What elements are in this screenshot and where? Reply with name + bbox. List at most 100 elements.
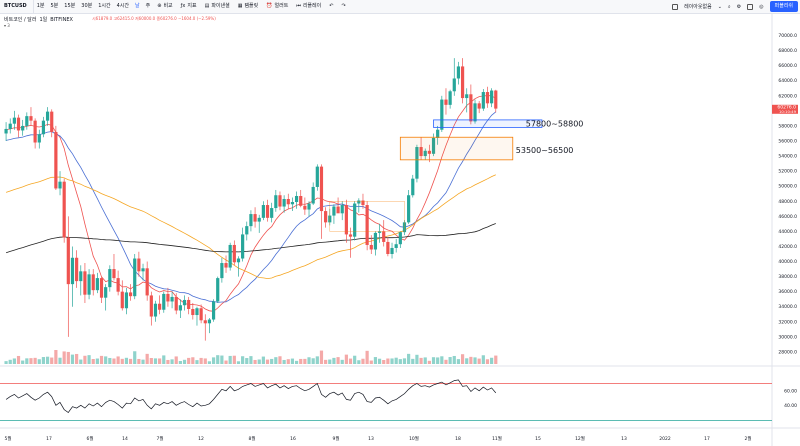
volume-bar xyxy=(75,353,79,364)
timeframe-4h[interactable]: 4시간 xyxy=(116,3,130,9)
volume-bar xyxy=(199,357,203,364)
volume-bar xyxy=(33,357,37,364)
timeframe-1m[interactable]: 1분 xyxy=(36,3,45,9)
volume-bar xyxy=(207,361,212,364)
compare-button[interactable]: ⊕ 비교 xyxy=(153,0,176,13)
y-tick-label: 54000.0 xyxy=(778,154,797,160)
volume-bar xyxy=(37,359,41,364)
volume-bar xyxy=(66,351,70,364)
volume-bar xyxy=(8,359,12,364)
x-tick-label: 7월 xyxy=(156,435,163,442)
candle-body xyxy=(62,181,66,238)
volume-bar xyxy=(174,356,178,364)
y-tick-label: 66000.0 xyxy=(778,63,797,69)
candle-body xyxy=(8,123,12,129)
candle-body xyxy=(16,117,21,131)
volume-bar xyxy=(286,359,290,364)
candle-body xyxy=(207,319,212,324)
candle-body xyxy=(178,305,182,311)
alert-button[interactable]: ⏰ 얼러트 xyxy=(262,0,292,13)
chevron-down-icon[interactable]: ⌄ xyxy=(717,3,722,10)
volume-bar xyxy=(41,357,46,364)
candle-body xyxy=(41,120,46,135)
candle-body xyxy=(369,244,373,250)
volume-bar xyxy=(477,358,481,364)
fullscreen-icon[interactable] xyxy=(747,3,754,10)
x-tick-label: 17 xyxy=(46,436,52,442)
candle-body xyxy=(494,90,498,109)
y-tick-label: 48000.0 xyxy=(778,199,797,205)
volume-bar xyxy=(220,355,224,364)
candle-body xyxy=(174,296,178,311)
candle-body xyxy=(427,150,431,154)
volume-bar xyxy=(328,359,332,364)
volume-bar xyxy=(195,360,199,364)
candle-body xyxy=(460,66,465,99)
layout-name[interactable]: 레이아웃없음 xyxy=(684,4,712,10)
candle-body xyxy=(153,303,158,317)
financials-button[interactable]: ▤ 파이낸셜 xyxy=(201,0,234,13)
candle-body xyxy=(182,299,187,306)
replay-button[interactable]: ⏮ 리플레이 xyxy=(292,0,325,13)
volume-bar xyxy=(336,357,340,364)
x-tick-label: 5월 xyxy=(4,435,11,442)
candle-body xyxy=(228,244,232,268)
timeframe-5m[interactable]: 5분 xyxy=(50,3,59,9)
volume-bar xyxy=(398,359,402,364)
timeframe-day[interactable]: 날 xyxy=(135,3,140,9)
timeframe-week[interactable]: 주 xyxy=(145,3,151,9)
volume-bar xyxy=(16,355,21,364)
volume-bar xyxy=(448,357,452,364)
x-tick-label: 12 xyxy=(198,436,204,442)
legend-title: 비트코인 / 달러 xyxy=(4,17,37,23)
layout-icon[interactable] xyxy=(672,3,679,10)
oscillator-tick-label: 40.00 xyxy=(784,403,797,409)
volume-bar xyxy=(241,356,245,364)
last-price-label: 60276.0 xyxy=(777,104,796,110)
y-tick-label: 56000.0 xyxy=(778,139,797,145)
y-tick-label: 58000.0 xyxy=(778,123,797,129)
volume-bar xyxy=(402,358,407,364)
top-toolbar: BTCUSD 1분 5분 15분 30분 1시간 4시간 날 주 ⊕ 비교 ƒx 지… xyxy=(0,0,800,14)
candle-body xyxy=(390,247,394,254)
candle-body xyxy=(75,257,79,282)
symbol-search[interactable]: BTCUSD xyxy=(0,0,34,13)
indicator-toggle[interactable]: ▾ 3 xyxy=(4,23,10,28)
volume-bar xyxy=(261,356,265,364)
volume-bar xyxy=(307,357,311,364)
candle-body xyxy=(261,205,265,218)
candle-body xyxy=(407,195,411,223)
candle-body xyxy=(149,295,153,317)
volume-bar xyxy=(116,356,120,364)
publish-button[interactable]: 퍼블리쉬 xyxy=(769,1,798,12)
candle-body xyxy=(162,293,166,310)
gear-icon[interactable]: ⚙ xyxy=(736,3,742,10)
camera-icon[interactable]: ◎ xyxy=(759,3,764,10)
timeframe-30m[interactable]: 30분 xyxy=(81,3,93,9)
indicator-icon: ƒx xyxy=(180,3,186,9)
volume-bar xyxy=(390,358,394,364)
support-zone-box xyxy=(433,119,543,128)
redo-button[interactable]: ↷ xyxy=(337,0,349,13)
undo-button[interactable]: ↶ xyxy=(325,0,337,13)
volume-bar xyxy=(216,355,220,364)
candle-body xyxy=(104,287,108,298)
volume-bar xyxy=(91,359,95,364)
search-icon[interactable]: ⌕ xyxy=(727,3,731,10)
volume-bar xyxy=(211,357,216,364)
candle-body xyxy=(95,278,99,291)
candle-body xyxy=(108,269,112,288)
indicators-button[interactable]: ƒx 지표 xyxy=(177,0,201,13)
timeframe-15m[interactable]: 15분 xyxy=(64,3,76,9)
timeframe-1h[interactable]: 1시간 xyxy=(98,3,111,9)
volume-bar xyxy=(253,359,257,364)
y-tick-label: 70000.0 xyxy=(778,33,797,39)
volume-bar xyxy=(290,358,295,364)
candle-body xyxy=(257,217,261,222)
annotation-label: 57800~58800 xyxy=(526,120,584,129)
x-tick-label: 8월 xyxy=(248,435,255,442)
templates-button[interactable]: ▦ 템플릿 xyxy=(234,0,263,13)
candle-body xyxy=(12,117,16,124)
candle-body xyxy=(50,111,54,132)
